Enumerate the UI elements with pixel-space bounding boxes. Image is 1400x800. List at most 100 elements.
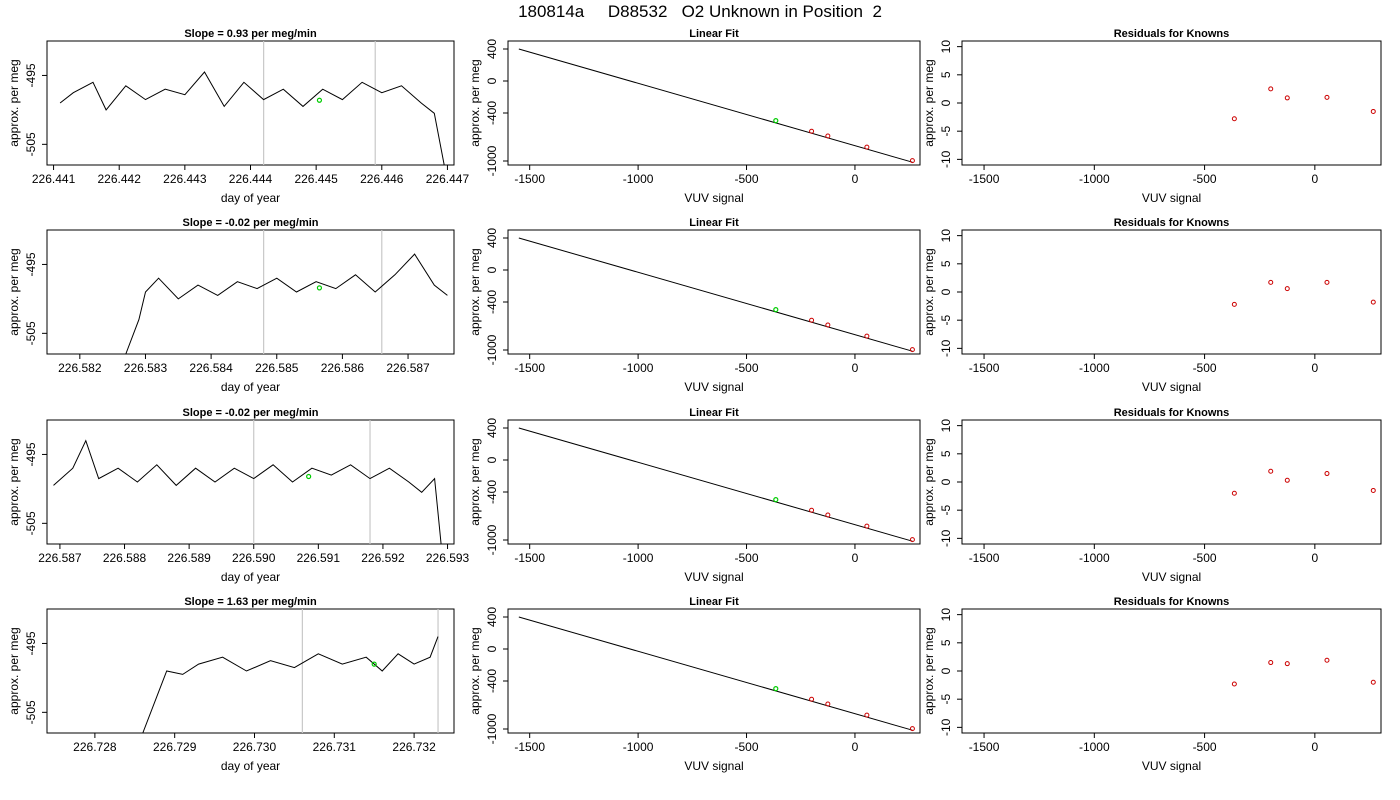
r3-timeseries-xlabel: day of year xyxy=(221,570,280,584)
r4-fit-known-point xyxy=(909,726,915,732)
r4-residuals-residual-point xyxy=(1324,657,1330,663)
r4-residuals-title: Residuals for Knowns xyxy=(1114,596,1230,608)
r4-fit-ylabel: approx. per meg xyxy=(468,627,482,714)
r2-timeseries-unknown-marker xyxy=(316,285,323,291)
r2-residuals-xlabel: VUV signal xyxy=(1142,380,1201,394)
r1-residuals-ytick-label: 0 xyxy=(939,99,953,106)
r1-residuals-xtick-label: -1500 xyxy=(969,172,1000,186)
r3-timeseries-xtick-label: 226.593 xyxy=(426,551,470,565)
r4-timeseries-ylabel: approx. per meg xyxy=(7,627,21,714)
r2-residuals-xtick-label: -1000 xyxy=(1079,361,1110,375)
r1-residuals-title: Residuals for Knowns xyxy=(1114,28,1230,40)
r3-fit-fit-line xyxy=(518,427,913,542)
r1-fit-ytick-label: -400 xyxy=(485,101,499,125)
r3-fit-xtick-label: 0 xyxy=(852,551,859,565)
r2-fit-title: Linear Fit xyxy=(689,217,739,229)
r2-residuals-residual-point xyxy=(1324,279,1330,285)
r1-timeseries-xtick-label: 226.447 xyxy=(426,172,470,186)
r1-residuals-xtick-label: -1000 xyxy=(1079,172,1110,186)
r4-residuals-residual-point xyxy=(1268,660,1274,666)
r4-fit-title: Linear Fit xyxy=(689,596,739,608)
r4-fit-xlabel: VUV signal xyxy=(684,759,743,773)
r1-fit-ytick-label: -1000 xyxy=(485,145,499,176)
r2-timeseries-xtick-label: 226.586 xyxy=(321,361,365,375)
r3-residuals-xtick-label: -1000 xyxy=(1079,551,1110,565)
r1-timeseries-xtick-label: 226.444 xyxy=(229,172,273,186)
r4-timeseries-xtick-label: 226.731 xyxy=(313,740,357,754)
r4-residuals-xtick-label: -500 xyxy=(1193,740,1217,754)
r2-residuals-xtick-label: -1500 xyxy=(969,361,1000,375)
r2-timeseries-xtick-label: 226.583 xyxy=(124,361,168,375)
r2-residuals-ytick-label: -5 xyxy=(939,315,953,326)
r2-residuals-title: Residuals for Knowns xyxy=(1114,217,1230,229)
r1-residuals-residual-point xyxy=(1284,95,1290,101)
figure-title: 180814a D88532 O2 Unknown in Position 2 xyxy=(518,2,882,21)
r1-timeseries-series-line xyxy=(59,71,445,165)
r1-timeseries-xtick-label: 226.443 xyxy=(163,172,207,186)
r2-residuals-residual-point xyxy=(1370,299,1376,305)
r2-fit-xtick-label: -1000 xyxy=(623,361,654,375)
r3-fit-known-point xyxy=(864,523,870,529)
r4-timeseries-xtick-label: 226.728 xyxy=(73,740,117,754)
r2-fit-fit-line xyxy=(518,237,913,352)
r4-fit-plot-frame xyxy=(507,608,921,734)
r4-fit-xtick-label: -1500 xyxy=(514,740,545,754)
r3-residuals-residual-point xyxy=(1284,477,1290,483)
r1-fit-unknown-point xyxy=(773,117,779,124)
r3-timeseries-title: Slope = -0.02 per meg/min xyxy=(182,407,318,419)
r1-residuals-ylabel: approx. per meg xyxy=(922,59,936,146)
r1-fit-ytick-label: 0 xyxy=(485,77,499,84)
r3-residuals-ylabel: approx. per meg xyxy=(922,438,936,525)
r1-fit-fit-line xyxy=(518,48,913,163)
r1-timeseries-xtick-label: 226.446 xyxy=(360,172,404,186)
r3-fit-xtick-label: -1000 xyxy=(623,551,654,565)
r2-timeseries-xtick-label: 226.582 xyxy=(58,361,102,375)
r3-residuals-ytick-label: 0 xyxy=(939,478,953,485)
r1-fit-plot-frame xyxy=(507,40,921,166)
r2-residuals-ylabel: approx. per meg xyxy=(922,248,936,335)
r3-fit-xlabel: VUV signal xyxy=(684,570,743,584)
r4-fit-known-point xyxy=(809,696,815,702)
r1-fit-xtick-label: -1000 xyxy=(623,172,654,186)
r3-residuals-ytick-label: 10 xyxy=(939,419,953,433)
r3-timeseries-xtick-label: 226.588 xyxy=(103,551,147,565)
r4-fit-known-point xyxy=(825,701,831,707)
r2-fit-ylabel: approx. per meg xyxy=(468,248,482,335)
r1-fit-ytick-label: 400 xyxy=(485,39,499,59)
r4-residuals-ytick-label: -10 xyxy=(939,718,953,736)
r1-fit-xlabel: VUV signal xyxy=(684,191,743,205)
r3-timeseries-series-line xyxy=(53,439,442,544)
r3-fit-title: Linear Fit xyxy=(689,407,739,419)
r2-fit-xlabel: VUV signal xyxy=(684,380,743,394)
r2-timeseries-xtick-label: 226.584 xyxy=(189,361,233,375)
r2-fit-known-point xyxy=(825,322,831,328)
r2-timeseries-ytick-label: -495 xyxy=(24,252,38,276)
r3-residuals-title: Residuals for Knowns xyxy=(1114,407,1230,419)
r4-fit-known-point xyxy=(864,712,870,718)
r2-timeseries-ytick-label: -505 xyxy=(24,321,38,345)
r1-fit-known-point xyxy=(825,133,831,139)
r4-timeseries-xtick-label: 226.729 xyxy=(153,740,197,754)
r1-timeseries-xtick-label: 226.445 xyxy=(294,172,338,186)
r2-residuals-ytick-label: -10 xyxy=(939,339,953,357)
r4-timeseries-plot-frame xyxy=(46,608,455,734)
r2-timeseries-xtick-label: 226.585 xyxy=(255,361,299,375)
r2-fit-xtick-label: -500 xyxy=(735,361,759,375)
r4-residuals-ylabel: approx. per meg xyxy=(922,627,936,714)
r3-fit-xtick-label: -500 xyxy=(735,551,759,565)
r4-residuals-residual-point xyxy=(1370,679,1376,685)
r3-timeseries-xtick-label: 226.592 xyxy=(361,551,405,565)
r2-fit-ytick-label: 0 xyxy=(485,266,499,273)
r1-residuals-ytick-label: 5 xyxy=(939,71,953,78)
r1-fit-ylabel: approx. per meg xyxy=(468,59,482,146)
r4-residuals-residual-point xyxy=(1231,681,1237,687)
r3-residuals-ytick-label: -5 xyxy=(939,505,953,516)
r2-timeseries-xtick-label: 226.587 xyxy=(386,361,430,375)
r2-timeseries-title: Slope = -0.02 per meg/min xyxy=(182,217,318,229)
r3-fit-known-point xyxy=(909,537,915,543)
r1-timeseries-ytick-label: -505 xyxy=(24,132,38,156)
r4-timeseries-ytick-label: -495 xyxy=(24,631,38,655)
r2-residuals-xtick-label: 0 xyxy=(1311,361,1318,375)
r3-fit-unknown-point xyxy=(773,497,779,503)
